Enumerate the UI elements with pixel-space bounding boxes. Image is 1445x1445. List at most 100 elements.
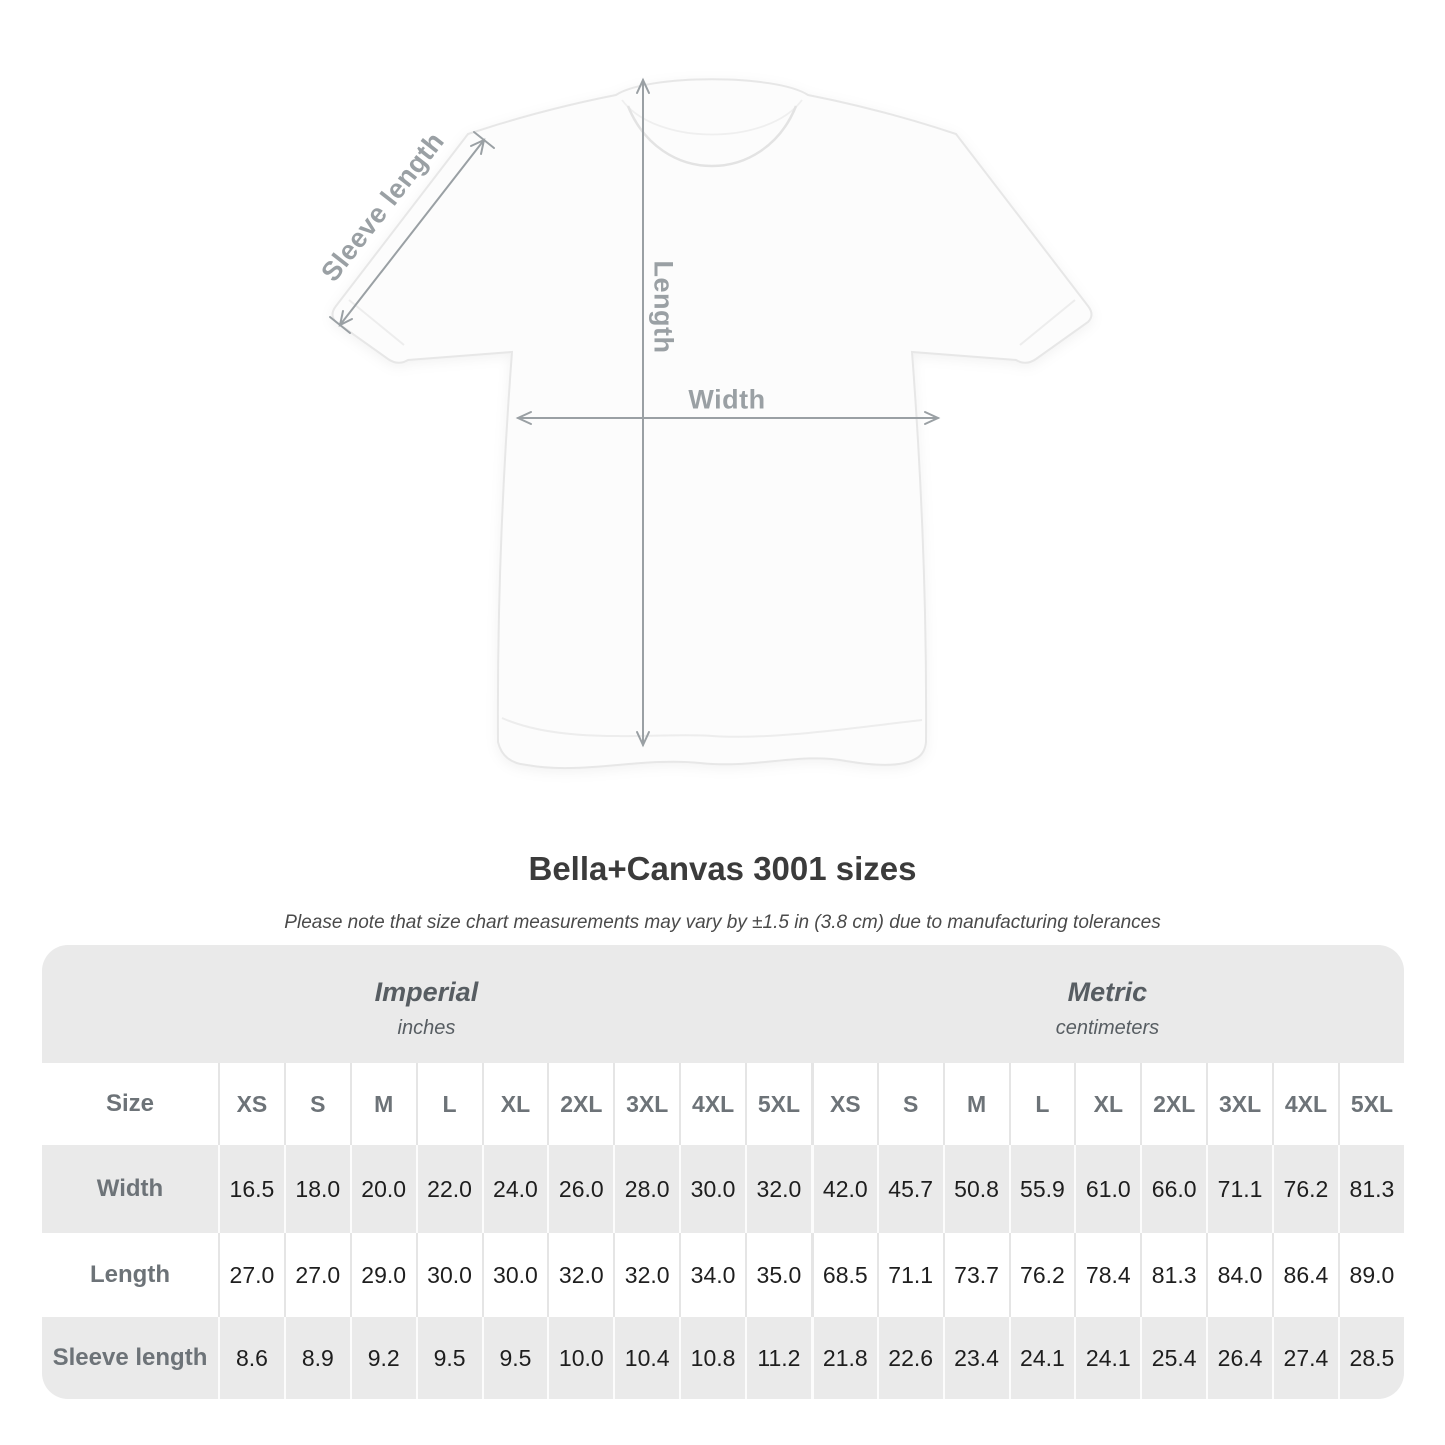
size-header-imperial-4xl: 4XL [679,1063,745,1145]
width-arrow [515,411,941,425]
metric-unit: centimeters [1055,1016,1160,1039]
cell: 30.0 [481,1233,548,1317]
unit-band-row: Imperial inches Metric centimeters [42,945,1404,1063]
cell: 28.0 [613,1145,680,1233]
size-header-metric-3xl: 3XL [1206,1063,1272,1145]
cell: 21.8 [810,1317,877,1399]
cell: 42.0 [810,1145,877,1233]
imperial-title: Imperial [374,976,479,1007]
size-header-metric-xl: XL [1074,1063,1141,1145]
right-cuff-seam [1019,299,1076,346]
cell: 10.8 [679,1317,745,1399]
cell: 16.5 [218,1145,284,1233]
length-arrow [636,77,650,748]
length-row-label: Length [42,1233,218,1317]
left-cuff-seam [348,299,405,346]
cell: 81.3 [1140,1233,1207,1317]
cell: 30.0 [415,1233,482,1317]
tshirt-diagram: Sleeve length Length Width [315,77,1093,770]
metric-section-header: Metric centimeters [810,945,1404,1063]
tshirt-outline [331,78,1093,770]
sleeve-length-arrow [329,131,495,334]
cell: 18.0 [283,1145,350,1233]
cell: 8.9 [283,1317,350,1399]
width-label: Width [688,384,766,415]
cell: 71.1 [1206,1145,1272,1233]
cell: 32.0 [547,1233,614,1317]
width-row: Width 16.5 18.0 20.0 22.0 24.0 26.0 28.0… [42,1145,1404,1233]
cell: 9.5 [481,1317,548,1399]
cell: 78.4 [1074,1233,1141,1317]
cell: 30.0 [679,1145,745,1233]
metric-title: Metric [1067,976,1148,1007]
cell: 32.0 [745,1145,811,1233]
cell: 9.2 [349,1317,416,1399]
cell: 22.6 [876,1317,943,1399]
imperial-section-header: Imperial inches [42,945,811,1063]
page-title: Bella+Canvas 3001 sizes [528,850,917,887]
cell: 25.4 [1140,1317,1207,1399]
cell: 24.1 [1074,1317,1141,1399]
sleeve-row-label: Sleeve length [42,1317,218,1399]
cell: 24.0 [481,1145,548,1233]
cell: 76.2 [1272,1145,1338,1233]
tshirt-illustration [329,77,1093,770]
cell: 8.6 [218,1317,284,1399]
cell: 10.4 [613,1317,680,1399]
size-header-metric-4xl: 4XL [1272,1063,1338,1145]
cell: 27.0 [283,1233,350,1317]
cell: 29.0 [349,1233,416,1317]
sleeve-length-row: Sleeve length 8.6 8.9 9.2 9.5 9.5 10.0 1… [42,1317,1404,1399]
size-header-imperial-2xl: 2XL [547,1063,614,1145]
cell: 86.4 [1272,1233,1338,1317]
cell: 9.5 [415,1317,482,1399]
cell: 23.4 [942,1317,1009,1399]
size-header-metric-xs: XS [810,1063,877,1145]
cell: 32.0 [613,1233,680,1317]
length-row: Length 27.0 27.0 29.0 30.0 30.0 32.0 32.… [42,1233,1404,1317]
collar-inner-edge [621,99,803,136]
cell: 68.5 [810,1233,877,1317]
size-header-imperial-xl: XL [481,1063,548,1145]
size-header-imperial-5xl: 5XL [745,1063,811,1145]
size-header-metric-5xl: 5XL [1337,1063,1404,1145]
cell: 66.0 [1140,1145,1207,1233]
cell: 24.1 [1008,1317,1075,1399]
cell: 26.4 [1206,1317,1272,1399]
cell: 89.0 [1337,1233,1404,1317]
hem-seam [501,717,923,738]
cell: 81.3 [1337,1145,1404,1233]
size-header-metric-s: S [876,1063,943,1145]
cell: 61.0 [1074,1145,1141,1233]
size-header-metric-2xl: 2XL [1140,1063,1207,1145]
size-header-metric-m: M [942,1063,1009,1145]
cell: 22.0 [415,1145,482,1233]
cell: 27.4 [1272,1317,1338,1399]
cell: 10.0 [547,1317,614,1399]
cell: 84.0 [1206,1233,1272,1317]
cell: 35.0 [745,1233,811,1317]
cell: 28.5 [1337,1317,1404,1399]
size-header-row: Size XS S M L XL 2XL 3XL 4XL 5XL XS S M … [42,1063,1404,1145]
cell: 76.2 [1008,1233,1075,1317]
page-subtitle: Please note that size chart measurements… [284,912,1161,933]
cell: 45.7 [876,1145,943,1233]
cell: 26.0 [547,1145,614,1233]
imperial-unit: inches [397,1016,456,1039]
size-header-imperial-m: M [349,1063,416,1145]
size-header-imperial-s: S [283,1063,350,1145]
size-header-imperial-3xl: 3XL [613,1063,680,1145]
size-row-label: Size [42,1063,218,1145]
cell: 34.0 [679,1233,745,1317]
cell: 55.9 [1008,1145,1075,1233]
cell: 11.2 [745,1317,811,1399]
length-label: Length [648,260,679,354]
size-header-imperial-l: L [415,1063,482,1145]
cell: 50.8 [942,1145,1009,1233]
cell: 73.7 [942,1233,1009,1317]
width-row-label: Width [42,1145,218,1233]
cell: 27.0 [218,1233,284,1317]
size-header-metric-l: L [1008,1063,1075,1145]
size-table: Imperial inches Metric centimeters Size … [42,945,1404,1399]
cell: 71.1 [876,1233,943,1317]
